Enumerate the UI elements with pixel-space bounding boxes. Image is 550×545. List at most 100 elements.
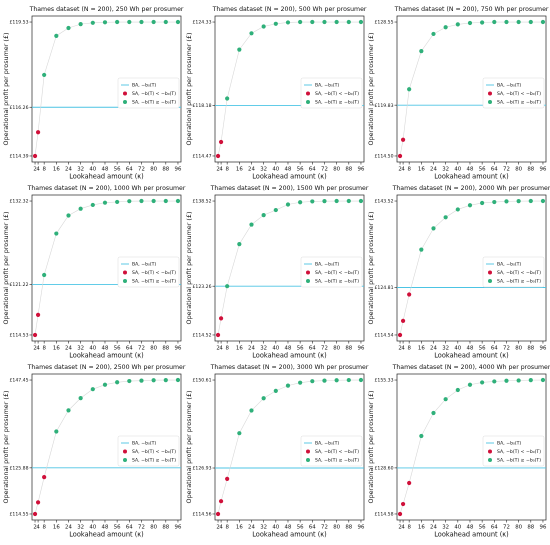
sa-point-above	[346, 377, 351, 383]
x-tick-label: 4	[401, 346, 405, 352]
sa-point-above	[334, 378, 339, 383]
sa-point-below	[32, 153, 38, 159]
sa-point-below	[397, 511, 403, 517]
legend-box	[482, 77, 545, 109]
sa-point-above	[54, 429, 59, 434]
subplot-title: Thames dataset (N = 200), 1500 Wh per pr…	[210, 185, 369, 192]
x-tick-label: 24	[65, 346, 72, 352]
sa-point-above	[528, 198, 533, 204]
x-tick-label: 40	[272, 167, 279, 173]
x-tick-label: 32	[442, 167, 449, 173]
sa-point-below	[35, 130, 41, 135]
sa-point-above	[237, 431, 242, 436]
y-axis-label: Operational profit per prosumer (£)	[2, 33, 10, 146]
legend-label: BA, −b₀(T)	[315, 262, 339, 268]
x-tick-label: 4	[401, 525, 405, 531]
y-tick-label: £114.58	[375, 512, 394, 518]
y-tick-label: £128.55	[375, 20, 394, 26]
legend: BA, −b₀(T) SA, −b(T) < −b₀(T) SA, −b(T) ≥ …	[117, 77, 180, 109]
x-tick-label: 16	[236, 346, 243, 352]
x-tick-label: 8	[407, 167, 411, 173]
sa-point-above	[102, 20, 108, 25]
x-tick-label: 56	[479, 525, 486, 531]
subplot-3: Thames dataset (N = 200), 750 Wh per pro…	[367, 6, 549, 181]
x-tick-label: 80	[150, 525, 157, 531]
sa-point-above	[310, 199, 315, 204]
x-tick-label: 40	[272, 346, 279, 352]
x-tick-label: 88	[162, 525, 169, 531]
sa-point-above	[358, 377, 364, 383]
sa-point-below	[218, 316, 224, 321]
sa-point-above	[285, 383, 291, 388]
y-tick-label: £124.33	[193, 20, 212, 26]
y-tick-label: £114.56	[193, 512, 212, 518]
y-tick-label: £114.54	[375, 333, 394, 339]
x-tick-label: 56	[297, 525, 304, 531]
subplot-title: Thames dataset (N = 200), 500 Wh per pro…	[212, 6, 367, 13]
y-tick-label: £155.33	[375, 378, 394, 384]
x-tick-label: 4	[36, 167, 40, 173]
x-tick-label: 88	[345, 525, 352, 531]
x-tick-label: 8	[42, 167, 46, 173]
x-tick-label: 88	[527, 167, 534, 173]
x-tick-label: 8	[407, 525, 411, 531]
x-axis-label: Lookahead amount (κ)	[252, 352, 327, 360]
x-tick-label: 32	[260, 346, 267, 352]
y-axis-label: Operational profit per prosumer (£)	[185, 212, 193, 325]
x-tick-label: 24	[248, 167, 255, 173]
sa-point-above	[443, 397, 448, 402]
legend-swatch-sa-below	[123, 91, 127, 96]
sa-point-below	[32, 332, 38, 338]
sa-point-above	[298, 200, 303, 205]
x-tick-label: 48	[467, 525, 474, 531]
x-tick-label: 16	[418, 525, 425, 531]
sa-point-above	[273, 207, 278, 213]
x-tick-label: 56	[479, 346, 486, 352]
x-tick-label: 96	[175, 167, 182, 173]
subplot-title: Thames dataset (N = 200), 2500 Wh per pr…	[27, 364, 186, 371]
subplot-8: Thames dataset (N = 200), 3000 Wh per pr…	[185, 364, 369, 539]
x-tick-label: 8	[42, 346, 46, 352]
x-axis-label: Lookahead amount (κ)	[252, 531, 327, 539]
legend-label: SA, −b(T) ≥ −b₀(T)	[315, 279, 359, 285]
x-tick-label: 32	[260, 525, 267, 531]
legend-swatch-sa-above	[123, 100, 127, 104]
y-tick-label: £119.53	[10, 20, 29, 26]
x-tick-label: 4	[36, 525, 40, 531]
sa-point-above	[480, 20, 485, 25]
x-tick-label: 72	[138, 525, 145, 531]
x-tick-label: 40	[454, 167, 461, 173]
sa-point-above	[358, 19, 364, 25]
x-tick-label: 56	[297, 346, 304, 352]
legend-swatch-sa-above	[488, 100, 492, 104]
x-tick-label: 56	[114, 167, 121, 173]
x-tick-label: 2	[33, 167, 36, 173]
x-tick-label: 80	[333, 525, 340, 531]
legend-swatch-sa-above	[488, 279, 492, 283]
sa-point-above	[455, 22, 460, 27]
x-tick-label: 64	[491, 346, 498, 352]
sa-point-above	[151, 198, 156, 204]
x-tick-label: 40	[89, 167, 96, 173]
sa-point-below	[218, 499, 224, 504]
sa-point-below	[32, 511, 38, 517]
legend-swatch-sa-below	[306, 449, 310, 454]
sa-point-above	[139, 19, 144, 25]
x-tick-label: 88	[345, 167, 352, 173]
x-tick-label: 2	[216, 346, 219, 352]
sa-point-above	[346, 19, 351, 25]
subplot-7: Thames dataset (N = 200), 2500 Wh per pr…	[2, 364, 186, 539]
sa-point-above	[237, 242, 242, 247]
sa-point-above	[249, 31, 254, 36]
x-tick-label: 2	[398, 525, 401, 531]
sa-point-above	[78, 206, 83, 211]
sa-point-above	[90, 387, 95, 392]
subplot-title: Thames dataset (N = 200), 3000 Wh per pr…	[210, 364, 369, 371]
x-tick-label: 88	[162, 167, 169, 173]
x-tick-label: 64	[491, 525, 498, 531]
x-tick-label: 72	[503, 167, 510, 173]
legend-box	[482, 435, 545, 467]
x-tick-label: 40	[272, 525, 279, 531]
legend-label: SA, −b(T) ≥ −b₀(T)	[315, 458, 359, 464]
x-tick-label: 72	[321, 346, 328, 352]
